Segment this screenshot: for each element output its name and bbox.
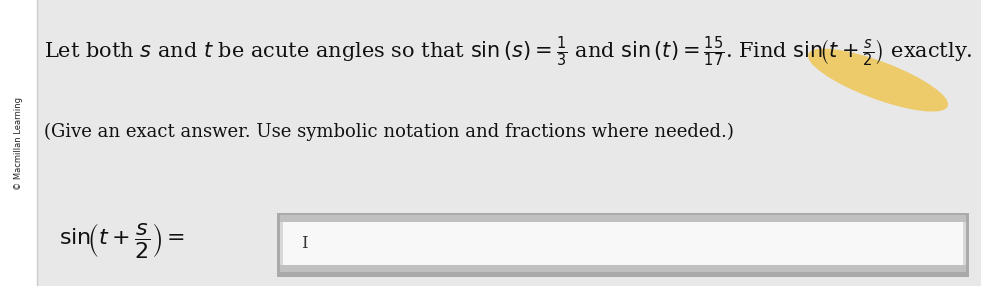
Text: (Give an exact answer. Use symbolic notation and fractions where needed.): (Give an exact answer. Use symbolic nota… <box>44 123 734 141</box>
Text: $\mathrm{sin}\!\left(t + \dfrac{s}{2}\right) =$: $\mathrm{sin}\!\left(t + \dfrac{s}{2}\ri… <box>59 221 184 260</box>
FancyBboxPatch shape <box>283 222 963 265</box>
Text: © Macmillan Learning: © Macmillan Learning <box>14 96 24 190</box>
FancyBboxPatch shape <box>0 0 37 286</box>
FancyBboxPatch shape <box>280 214 966 222</box>
FancyBboxPatch shape <box>280 265 966 272</box>
FancyBboxPatch shape <box>277 213 969 277</box>
Ellipse shape <box>808 49 948 112</box>
Text: I: I <box>301 235 307 252</box>
FancyBboxPatch shape <box>280 214 966 272</box>
Text: Let both $s$ and $t$ be acute angles so that $\mathrm{sin}\,(s) = \frac{1}{3}$ a: Let both $s$ and $t$ be acute angles so … <box>44 34 973 69</box>
